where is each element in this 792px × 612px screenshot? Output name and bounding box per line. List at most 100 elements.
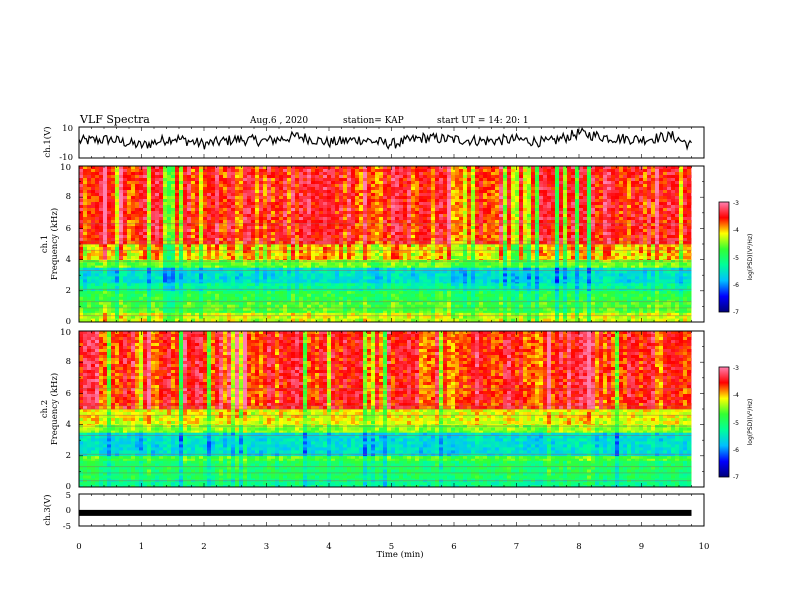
spectrogram-cell [415, 169, 419, 172]
spectrogram-cell [455, 279, 459, 282]
spectrogram-cell [243, 311, 247, 313]
spectrogram-cell [247, 276, 251, 279]
spectrogram-cell [339, 302, 343, 305]
spectrogram-cell [151, 311, 155, 313]
spectrogram-cell [579, 282, 583, 283]
spectrogram-cell [275, 276, 279, 279]
spectrogram-cell [375, 279, 379, 282]
spectrogram-cell [635, 270, 639, 273]
spectrogram-cell [131, 256, 135, 259]
spectrogram-cell [155, 286, 159, 289]
spectrogram-cell [127, 297, 131, 300]
spectrogram-cell [111, 169, 115, 172]
spectrogram-cell [127, 169, 131, 172]
spectrogram-cell [195, 319, 199, 322]
spectrogram-cell [651, 263, 655, 266]
spectrogram-cell [659, 311, 663, 313]
spectrogram-cell [251, 282, 255, 283]
spectrogram-cell [527, 253, 531, 256]
spectrogram-cell [399, 279, 403, 282]
spectrogram-cell [475, 244, 479, 247]
spectrogram-cell [535, 273, 539, 276]
spectrogram-cell [399, 283, 403, 286]
spectrogram-cell [667, 294, 671, 297]
spectrogram-cell [155, 297, 159, 300]
spectrogram-cell [355, 256, 359, 259]
spectrogram-cell [131, 259, 135, 260]
spectrogram-cell [427, 302, 431, 305]
spectrogram-cell [255, 266, 259, 268]
spectrogram-cell [343, 297, 347, 300]
spectrogram-cell [291, 273, 295, 276]
spectrogram-cell [639, 319, 643, 322]
spectrogram-cell [443, 283, 447, 286]
spectrogram-cell [263, 294, 267, 297]
spectrogram-cell [451, 313, 455, 316]
spectrogram-cell [91, 311, 95, 313]
spectrogram-cell [111, 302, 115, 305]
spectrogram-cell [491, 273, 495, 276]
spectrogram-cell [307, 253, 311, 256]
spectrogram-cell [131, 282, 135, 283]
spectrogram-cell [187, 302, 191, 305]
spectrogram-cell [551, 279, 555, 282]
spectrogram-cell [279, 253, 283, 256]
spectrogram-cell [315, 313, 319, 316]
spectrogram-cell [127, 270, 131, 273]
spectrogram-cell [663, 282, 667, 283]
spectrogram-cell [403, 297, 407, 300]
spectrogram-cell [479, 319, 483, 322]
spectrogram-cell [119, 247, 123, 250]
spectrogram-cell [475, 294, 479, 297]
spectrogram-cell [271, 297, 275, 300]
spectrogram-cell [635, 319, 639, 322]
spectrogram-cell [199, 244, 203, 247]
spectrogram-cell [527, 276, 531, 279]
spectrogram-cell [271, 286, 275, 289]
spectrogram-cell [367, 291, 371, 294]
spectrogram-cell [319, 286, 323, 289]
date-text: Aug.6 , 2020 [249, 116, 308, 126]
spectrogram-cell [247, 247, 251, 250]
spectrogram-cell [271, 263, 275, 266]
spectrogram-cell [331, 305, 335, 308]
spectrogram-cell [235, 294, 239, 297]
spectrogram-cell [379, 282, 383, 283]
spectrogram-cell [527, 244, 531, 247]
spectrogram-cell [283, 256, 287, 259]
spectrogram-cell [359, 302, 363, 305]
spectrogram-cell [407, 286, 411, 289]
spectrogram-cell [239, 297, 243, 300]
spectrogram-cell [479, 282, 483, 283]
spectrogram-cell [79, 283, 83, 286]
spectrogram-cell [547, 282, 551, 283]
spectrogram-cell [403, 282, 407, 283]
spectrogram-cell [467, 259, 471, 260]
spectrogram-cell [335, 305, 339, 308]
spectrogram-cell [347, 266, 351, 268]
spectrogram-cell [287, 305, 291, 308]
spectrogram-cell [235, 263, 239, 266]
spectrogram-cell [175, 259, 179, 260]
spectrogram-cell [263, 266, 267, 268]
spectrogram-cell [375, 305, 379, 308]
spectrogram-cell [163, 256, 167, 259]
spectrogram-cell [627, 263, 631, 266]
spectrogram-cell [455, 297, 459, 300]
spectrogram-cell [311, 244, 315, 247]
spectrogram-cell [547, 266, 551, 268]
spectrogram-cell [191, 283, 195, 286]
spectrogram-cell [275, 297, 279, 300]
spectrogram-cell [267, 253, 271, 256]
spectrogram-cell [179, 286, 183, 289]
spectrogram-cell [579, 273, 583, 276]
spectrogram-cell [563, 247, 567, 250]
spectrogram-cell [371, 297, 375, 300]
spectrogram-cell [423, 276, 427, 279]
spectrogram-cell [235, 247, 239, 250]
spectrogram-cell [479, 302, 483, 305]
spectrogram-cell [519, 259, 523, 260]
spectrogram-cell [259, 291, 263, 294]
spectrogram-cell [223, 253, 227, 256]
spectrogram-cell [595, 263, 599, 266]
